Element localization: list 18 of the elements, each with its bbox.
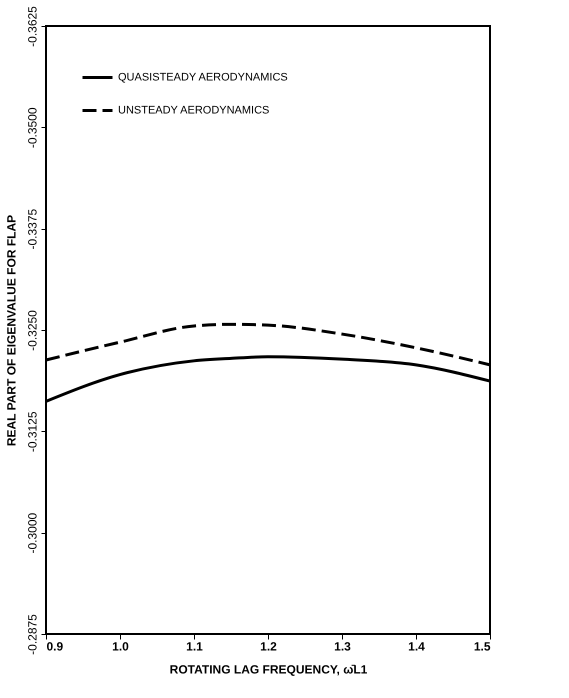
y-axis-title: REAL PART OF EIGENVALUE FOR FLAP bbox=[4, 214, 18, 446]
legend-label: QUASISTEADY AERODYNAMICS bbox=[118, 72, 288, 84]
y-tick-label: -0.2875 bbox=[26, 614, 40, 655]
legend-label: UNSTEADY AERODYNAMICS bbox=[118, 104, 270, 116]
x-tick-label: 1.3 bbox=[334, 640, 352, 654]
x-tick-label: 1.2 bbox=[260, 640, 278, 654]
y-tick-label: -0.3000 bbox=[26, 512, 40, 554]
x-axis-title: ROTATING LAG FREQUENCY, ω̄L1 bbox=[170, 662, 368, 676]
y-tick-label: -0.3625 bbox=[26, 6, 40, 47]
y-tick-label: -0.3375 bbox=[26, 208, 40, 250]
y-tick-label: -0.3250 bbox=[26, 310, 40, 351]
y-tick-label: -0.3500 bbox=[26, 107, 40, 148]
x-tick-label: 0.9 bbox=[46, 640, 64, 654]
y-tick-label: -0.3125 bbox=[26, 411, 40, 452]
x-tick-label: 1.1 bbox=[186, 640, 204, 654]
x-tick-label: 1.4 bbox=[408, 640, 426, 654]
x-tick-label: 1.0 bbox=[112, 640, 130, 654]
x-tick-label: 1.5 bbox=[474, 640, 491, 654]
